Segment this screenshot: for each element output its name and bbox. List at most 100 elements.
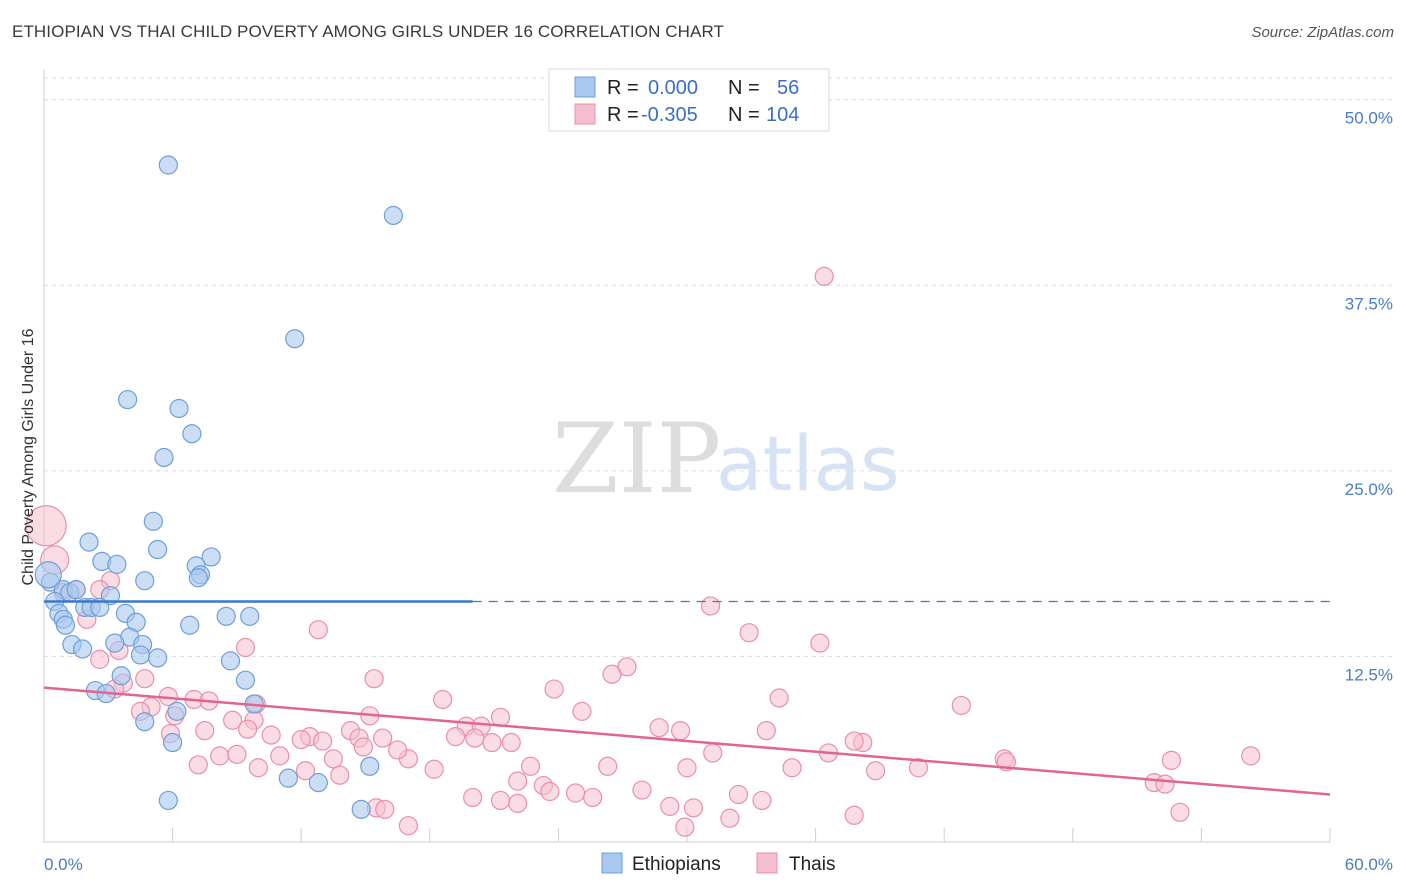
ethiopians-point-3 [117,389,138,410]
thais-point-58 [210,746,230,766]
x-tick-label-1: 60.0% [1345,855,1393,874]
watermark-zip: ZIP [552,403,721,515]
ethiopians-point-55 [34,561,62,589]
thais-point-92 [660,796,680,816]
ethiopians-point-21 [100,585,121,606]
thais-point-75 [424,759,444,779]
thais-point-7 [700,596,721,616]
thais-point-69 [1161,750,1181,770]
axes [43,70,1331,843]
ethiopians-point-16 [135,571,155,591]
ethiopians-point-39 [130,645,151,665]
thais-point-99 [675,817,695,837]
bottom-legend-thais: Thais [789,854,835,875]
legend-swatch-ethiopians [574,76,596,98]
thais-point-63 [388,740,408,760]
y-tick-label-3: 50.0% [1345,109,1393,128]
thais-point-18 [135,669,155,689]
ethiopians-point-20 [66,580,86,600]
ethiopians-point-40 [147,648,168,668]
ethiopians-point-10 [201,547,221,567]
thais-point-39 [649,718,669,738]
x-tick-label-0: 0.0% [44,855,83,874]
bottom-legend-swatch-thais [756,852,778,874]
thais-point-73 [295,761,316,781]
thais-point-50 [373,728,393,748]
thais-point-103 [1170,802,1190,822]
ethiopians-point-38 [72,639,93,659]
legend-n-label-ethiopians: N = [728,77,760,99]
thais-point-49 [465,728,485,748]
thais-point-64 [353,737,373,757]
legend-n-label-thais: N = [728,104,760,126]
thais-point-41 [238,719,258,739]
thais-point-35 [223,710,243,730]
legend: R = 0.000 N = 56 R = -0.305 N = 104 [548,68,830,132]
thais-point-93 [683,798,704,818]
ethiopians-point-8 [79,532,99,552]
ethiopians-point-51 [308,773,328,793]
thais-point-82 [1155,774,1175,794]
ethiopians-point-41 [220,651,241,671]
thais-point-67 [908,758,929,778]
thais-point-0 [814,266,834,286]
ethiopians-point-33 [180,615,200,635]
ethiopians-point-15 [188,568,208,588]
grid-lines [44,77,1395,657]
ethiopians-point-25 [90,597,110,618]
chart-title: ETHIOPIAN VS THAI CHILD POVERTY AMONG GI… [12,22,725,41]
legend-box [548,68,830,132]
ethiopians-point-12 [107,554,127,574]
thais-point-88 [490,790,511,811]
thais-point-28 [951,695,971,716]
thais-point-74 [330,765,350,785]
thais-point-14 [90,649,110,669]
thais-point-89 [508,793,528,814]
thais-point-61 [323,749,343,769]
thais-point-80 [866,761,886,781]
thais-point-40 [195,721,215,741]
watermark-atlas: atlas [716,419,900,508]
y-tick-labels: 12.5% 25.0% 37.5% 50.0% [1345,109,1393,685]
thais-point-86 [632,780,652,800]
series-ethiopians-points [34,155,403,819]
ethiopians-point-47 [167,701,187,721]
ethiopians-point-42 [111,666,131,686]
thais-point-94 [728,784,749,805]
bottom-legend-swatch-ethiopians [601,852,623,874]
thais-point-101 [844,805,864,825]
thais-point-100 [720,808,740,828]
trend-lines [43,600,1331,796]
bottom-legend: Ethiopians Thais [601,852,835,875]
legend-r-label-ethiopians: R = [607,77,639,99]
thais-point-60 [270,746,290,766]
bottom-legend-ethiopians: Ethiopians [632,854,721,875]
ethiopians-point-49 [163,732,183,753]
ethiopians-point-1 [383,205,403,226]
legend-n-value-ethiopians: 56 [777,77,799,99]
thais-point-55 [501,732,521,753]
thais-point-54 [482,732,502,753]
thais-point-10 [739,623,759,643]
x-tick-labels: 0.0% 60.0% [44,855,1393,874]
thais-point-21 [544,679,564,699]
thais-point-98 [398,816,418,836]
thais-point-23 [769,688,789,708]
y-axis-label: Child Poverty Among Girls Under 16 [20,328,37,585]
thais-point-90 [540,781,560,802]
thais-point-70 [1241,746,1261,766]
thais-point-87 [463,787,483,808]
ethiopians-point-48 [135,712,155,732]
thais-point-34 [490,707,511,727]
legend-r-value-ethiopians: 0.000 [648,77,698,99]
ethiopians-point-52 [360,756,380,776]
ethiopians-point-6 [154,447,174,468]
thais-point-16 [602,664,622,684]
thais-point-65 [703,743,723,763]
thais-point-83 [508,771,528,791]
thais-point-42 [670,721,691,741]
ethiopians-point-2 [285,329,305,349]
ethiopians-point-31 [55,615,76,635]
thais-point-76 [520,756,541,776]
